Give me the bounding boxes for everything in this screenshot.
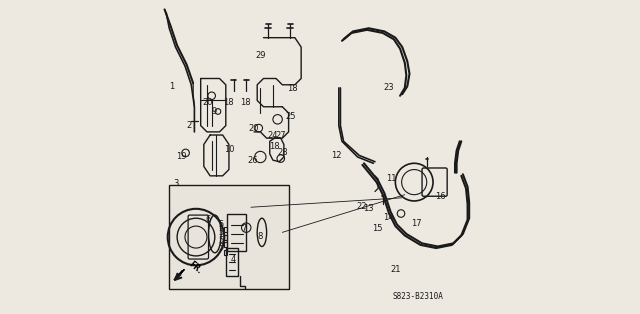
Text: 4: 4 (231, 255, 236, 263)
Text: 25: 25 (286, 112, 296, 121)
Text: 18: 18 (223, 99, 234, 107)
Text: 26: 26 (247, 156, 258, 165)
Text: 21: 21 (391, 265, 401, 274)
Bar (226, 248, 238, 276)
Text: 6: 6 (205, 215, 211, 224)
Text: 1: 1 (169, 82, 175, 91)
Text: 29: 29 (256, 51, 266, 60)
Text: 8: 8 (257, 232, 262, 241)
Text: 5: 5 (218, 243, 224, 252)
Text: 10: 10 (224, 145, 235, 154)
Text: 16: 16 (435, 192, 445, 201)
Text: 20: 20 (203, 98, 213, 107)
Text: 18: 18 (269, 143, 280, 151)
Text: 18: 18 (240, 99, 251, 107)
Text: 11: 11 (387, 175, 397, 183)
Polygon shape (174, 269, 184, 280)
Text: S823-B2310A: S823-B2310A (392, 292, 443, 301)
Text: 5: 5 (218, 228, 224, 237)
Text: 17: 17 (412, 219, 422, 228)
Text: 13: 13 (364, 204, 374, 213)
Text: 28: 28 (278, 148, 288, 157)
Text: 5: 5 (218, 236, 224, 245)
Text: 5: 5 (218, 220, 224, 229)
Text: FR.: FR. (186, 260, 203, 275)
Text: 22: 22 (356, 202, 367, 211)
Text: 23: 23 (383, 83, 394, 92)
Text: 20: 20 (248, 124, 259, 133)
Bar (224, 250, 227, 255)
Bar (224, 242, 227, 247)
Text: 3: 3 (173, 179, 179, 188)
Text: 19: 19 (177, 152, 187, 161)
Bar (224, 235, 227, 240)
Text: 12: 12 (332, 151, 342, 160)
Text: 7: 7 (241, 224, 246, 233)
Text: 9: 9 (211, 107, 216, 116)
Bar (169, 185, 289, 289)
Bar (227, 214, 246, 251)
Text: 15: 15 (372, 224, 382, 233)
Text: 27: 27 (275, 131, 286, 139)
Text: 24: 24 (267, 131, 278, 140)
Bar (224, 227, 227, 232)
Text: 2: 2 (186, 121, 191, 130)
Text: 18: 18 (287, 84, 298, 93)
Text: 14: 14 (383, 213, 394, 222)
